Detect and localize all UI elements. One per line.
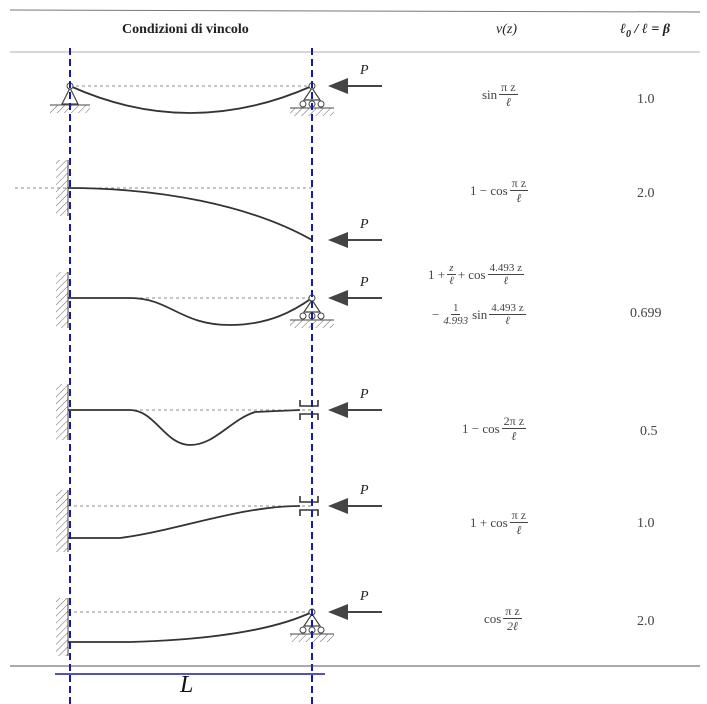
beta-row-5: 1.0 <box>637 516 655 531</box>
header-v-of-z: v(z) <box>496 22 517 37</box>
load-label-2: P <box>359 217 369 232</box>
fixed-wall-6 <box>56 598 68 656</box>
row-3-fixed-pinned: P <box>56 272 382 328</box>
header-beta: ℓ0 / ℓ = β <box>620 22 671 40</box>
top-rule <box>9 9 701 13</box>
fixed-wall-2 <box>56 160 68 216</box>
header-conditions: Condizioni di vincolo <box>122 22 249 37</box>
row-4-fixed-fixed: P <box>56 384 382 446</box>
beta-row-2: 2.0 <box>637 186 655 201</box>
sleeve-support-5 <box>299 496 319 516</box>
load-label-3: P <box>359 275 369 290</box>
fixed-wall-4 <box>56 384 68 440</box>
sleeve-support-4 <box>299 400 319 420</box>
beta-row-1: 1.0 <box>637 92 655 107</box>
beta-row-6: 2.0 <box>637 614 655 629</box>
beta-row-3: 0.699 <box>630 306 662 321</box>
fixed-wall-3 <box>56 272 68 328</box>
dimension-label-L: L <box>180 672 194 698</box>
row-2-fixed-free: P <box>15 160 382 248</box>
load-label-1: P <box>359 63 369 78</box>
row-6-guided-pinned: P <box>56 589 382 656</box>
row-5-fixed-guided: P <box>56 483 382 552</box>
load-label-5: P <box>359 483 369 498</box>
formula-row-6: cos π z 2ℓ <box>484 604 522 633</box>
fixed-wall-5 <box>56 490 68 552</box>
beta-row-4: 0.5 <box>640 424 658 439</box>
row-1-pinned-pinned: P <box>50 63 382 116</box>
load-label-6: P <box>359 589 369 604</box>
load-label-4: P <box>359 387 369 402</box>
